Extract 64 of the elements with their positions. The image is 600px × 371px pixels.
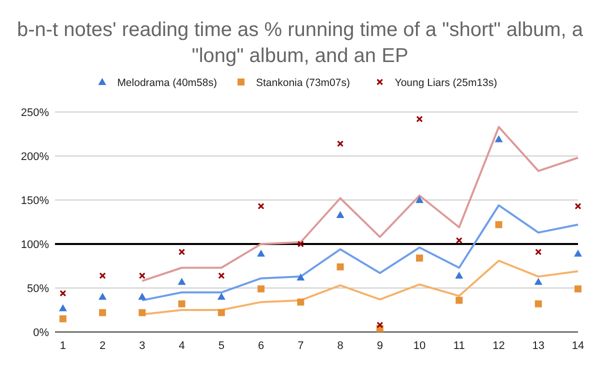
point xyxy=(257,250,266,257)
point xyxy=(258,285,265,292)
point xyxy=(138,292,146,300)
y-tick-label: 250% xyxy=(20,107,50,119)
point xyxy=(98,292,107,300)
point xyxy=(59,315,66,322)
point xyxy=(456,237,462,244)
x-tick-label: 4 xyxy=(178,340,185,352)
point xyxy=(138,272,146,279)
x-tick-label: 1 xyxy=(60,340,66,352)
point xyxy=(258,202,264,210)
point xyxy=(336,140,344,147)
point xyxy=(534,300,542,308)
point xyxy=(178,278,186,285)
legend-label: Stankonia (73m07s) xyxy=(256,77,350,89)
point xyxy=(99,272,106,279)
x-tick-label: 8 xyxy=(337,340,344,352)
legend-label: Young Liars (25m13s) xyxy=(394,77,498,89)
point xyxy=(534,278,542,285)
point xyxy=(218,309,225,316)
point xyxy=(416,254,424,262)
point xyxy=(336,210,344,218)
point xyxy=(336,263,344,270)
y-tick-label: 0% xyxy=(33,327,50,339)
chart-title: b-n-t notes' reading time as % running time of a "short" album, a "long" album, and an EP xyxy=(16,19,584,67)
x-tick-label: 12 xyxy=(492,340,505,352)
x-tick-label: 2 xyxy=(99,340,106,352)
point xyxy=(296,273,305,280)
point xyxy=(60,290,66,297)
legend-label: Melodrama (40m58s) xyxy=(117,77,217,89)
point xyxy=(574,285,582,292)
point xyxy=(178,300,186,308)
x-tick-label: 11 xyxy=(453,340,465,352)
y-tick-label: 150% xyxy=(20,195,50,207)
point xyxy=(217,292,226,300)
point xyxy=(178,248,186,256)
point xyxy=(495,221,502,228)
point xyxy=(297,240,304,248)
point xyxy=(297,298,304,306)
point xyxy=(58,304,67,312)
point xyxy=(455,272,464,279)
point xyxy=(138,309,146,316)
y-tick-label: 100% xyxy=(20,239,50,251)
point xyxy=(494,135,503,142)
x-tick-label: 3 xyxy=(139,340,146,352)
line-series xyxy=(141,126,579,282)
x-tick-label: 7 xyxy=(298,340,304,352)
point xyxy=(218,272,225,279)
y-tick-label: 50% xyxy=(26,283,50,295)
x-tick-label: 6 xyxy=(258,340,264,352)
point xyxy=(99,309,106,316)
point xyxy=(535,248,542,256)
x-tick-label: 14 xyxy=(572,340,584,352)
x-tick-label: 10 xyxy=(413,340,426,352)
x-tick-label: 9 xyxy=(376,340,383,352)
x-tick-label: 13 xyxy=(532,340,545,352)
point xyxy=(574,250,582,257)
point xyxy=(376,322,384,328)
point xyxy=(416,196,424,203)
point xyxy=(574,202,582,210)
point xyxy=(456,296,463,304)
x-tick-label: 5 xyxy=(218,340,224,352)
point xyxy=(416,116,423,122)
y-tick-label: 200% xyxy=(20,151,50,163)
